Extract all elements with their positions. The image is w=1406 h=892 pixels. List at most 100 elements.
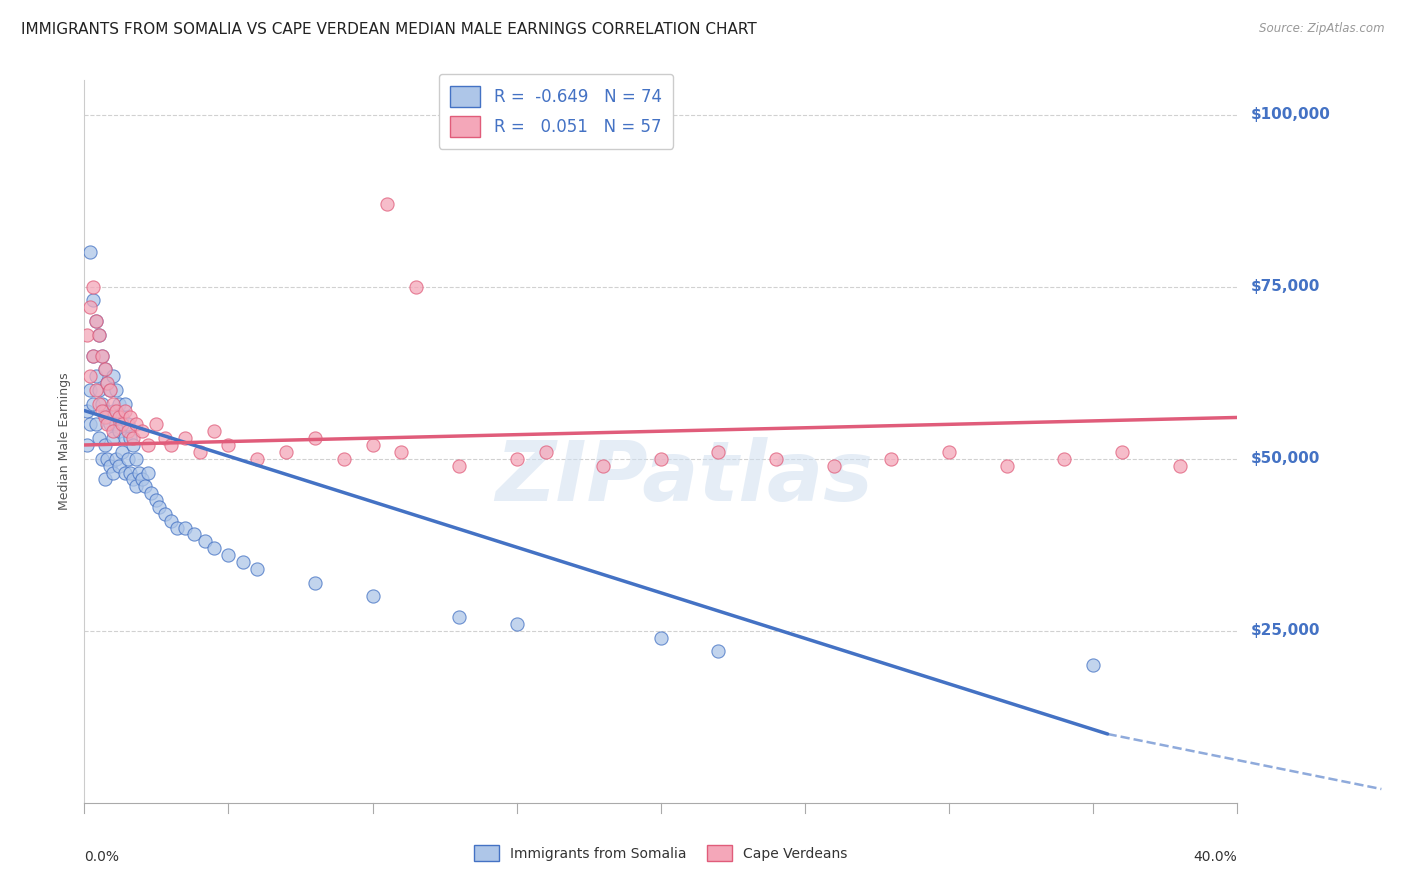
Point [103,424,124,438]
Point [82,279,104,293]
Point [76,327,98,342]
Point [134,479,156,493]
Point [449,610,471,624]
Point [707,445,730,459]
Point [122,431,145,445]
Point [93,362,115,376]
Point [174,431,197,445]
Point [90,451,112,466]
Point [84,369,107,384]
Point [82,349,104,363]
Text: 0.0%: 0.0% [84,850,120,863]
Point [1053,451,1076,466]
Point [160,514,183,528]
Point [160,438,183,452]
Y-axis label: Median Male Earnings: Median Male Earnings [58,373,72,510]
Point [98,417,121,432]
Point [174,520,197,534]
Point [105,383,128,397]
Point [98,458,121,473]
Point [108,458,131,473]
Point [122,472,145,486]
Point [82,397,104,411]
Point [93,410,115,425]
Point [117,417,139,432]
Point [880,451,903,466]
Point [96,376,118,390]
Point [108,424,131,438]
Text: Source: ZipAtlas.com: Source: ZipAtlas.com [1260,22,1385,36]
Point [108,410,131,425]
Point [995,458,1018,473]
Point [120,431,142,445]
Point [117,451,139,466]
Point [125,451,148,466]
Point [103,466,124,480]
Point [276,445,298,459]
Point [449,458,471,473]
Point [145,417,167,432]
Point [103,369,124,384]
Point [304,575,326,590]
Point [76,403,98,417]
Point [98,383,121,397]
Point [136,466,159,480]
Point [84,314,107,328]
Point [93,438,115,452]
Point [650,631,672,645]
Point [84,383,107,397]
Point [361,590,384,604]
Point [76,438,98,452]
Point [183,527,205,541]
Point [84,314,107,328]
Point [122,438,145,452]
Point [79,369,101,384]
Point [125,479,148,493]
Text: 40.0%: 40.0% [1194,850,1237,863]
Point [391,445,413,459]
Point [82,293,104,308]
Point [96,451,118,466]
Point [114,466,136,480]
Point [131,424,153,438]
Text: $75,000: $75,000 [1251,279,1320,294]
Point [218,438,240,452]
Point [202,541,225,556]
Point [79,245,101,260]
Point [93,403,115,417]
Text: $25,000: $25,000 [1251,624,1320,639]
Point [117,424,139,438]
Point [1111,445,1133,459]
Point [108,397,131,411]
Point [103,403,124,417]
Point [534,445,557,459]
Point [188,445,211,459]
Text: ZIPatlas: ZIPatlas [495,437,873,518]
Point [194,534,217,549]
Point [405,279,427,293]
Point [98,383,121,397]
Point [136,438,159,452]
Point [333,451,356,466]
Point [111,445,134,459]
Point [79,383,101,397]
Point [105,403,128,417]
Point [592,458,614,473]
Point [139,486,162,500]
Point [111,417,134,432]
Point [96,410,118,425]
Point [114,397,136,411]
Point [375,197,398,211]
Point [246,562,269,576]
Point [153,507,176,521]
Point [361,438,384,452]
Text: IMMIGRANTS FROM SOMALIA VS CAPE VERDEAN MEDIAN MALE EARNINGS CORRELATION CHART: IMMIGRANTS FROM SOMALIA VS CAPE VERDEAN … [21,22,756,37]
Point [506,451,529,466]
Point [105,451,128,466]
Point [87,327,110,342]
Point [84,417,107,432]
Text: $50,000: $50,000 [1251,451,1320,467]
Point [87,383,110,397]
Point [153,431,176,445]
Point [707,644,730,658]
